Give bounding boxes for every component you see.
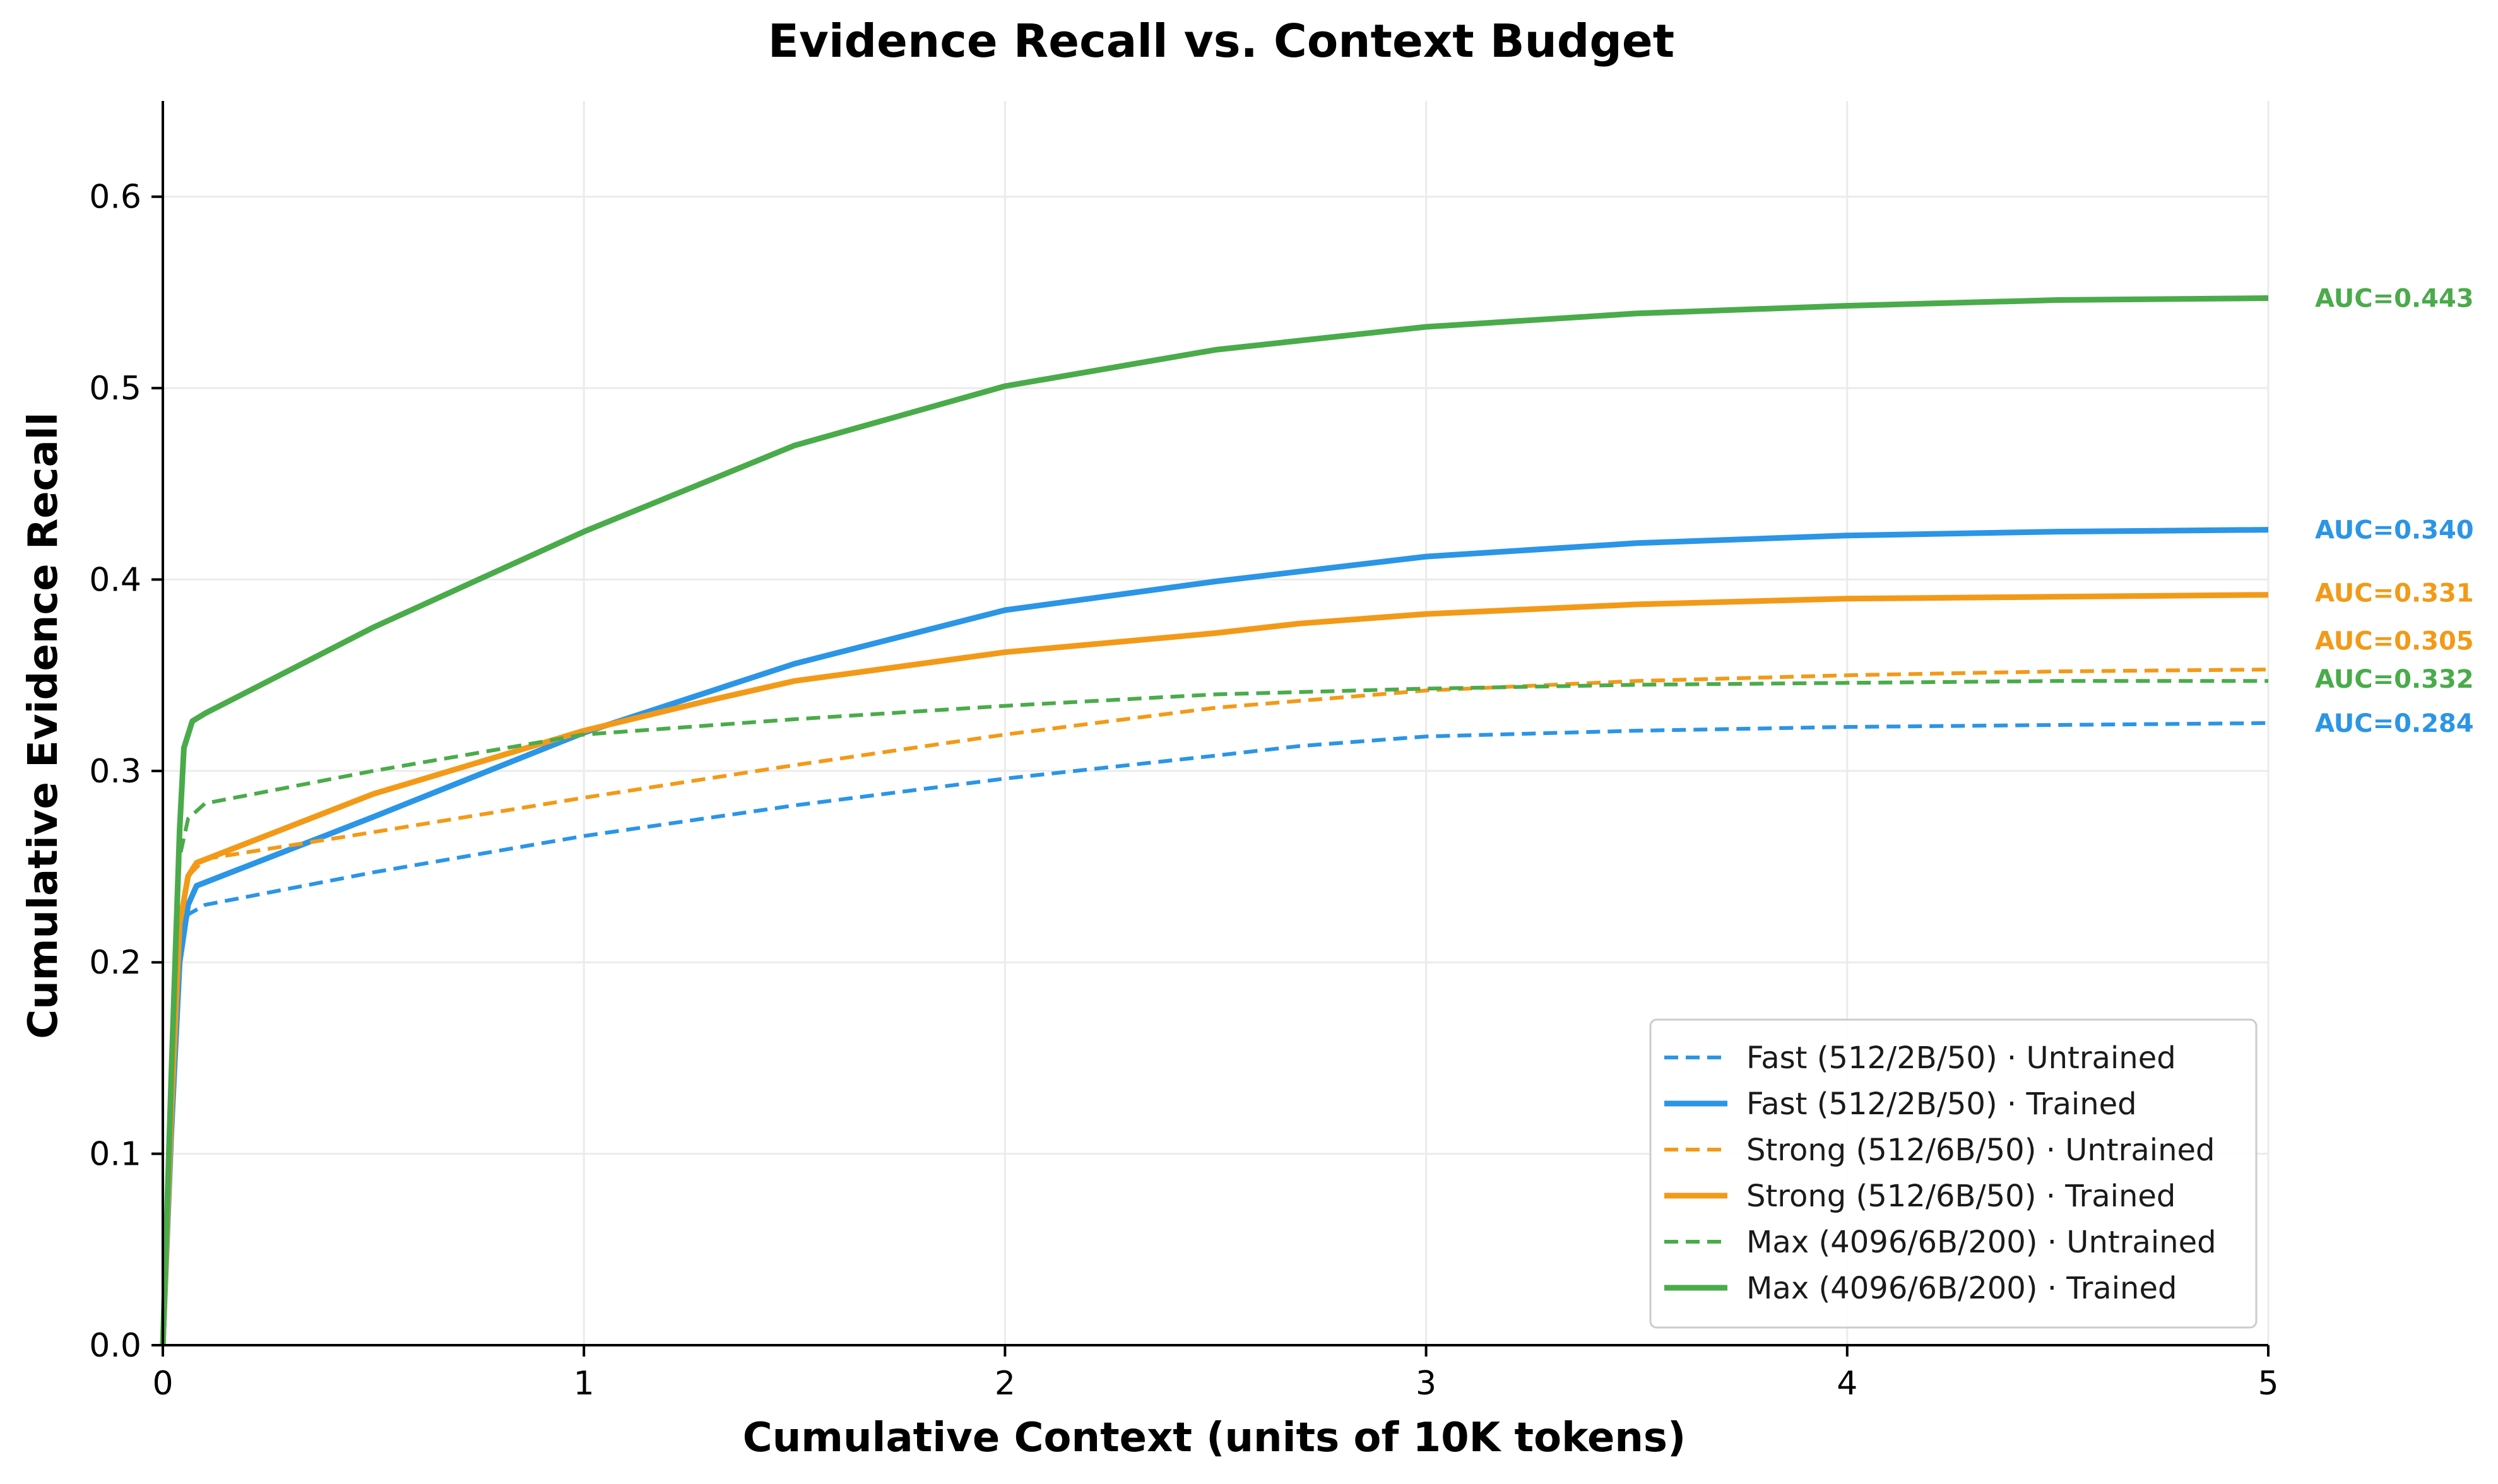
series-line-5 bbox=[160, 295, 2269, 1346]
y-tick-label: 0.0 bbox=[89, 1327, 141, 1365]
legend-entry: Strong (512/6B/50) · Trained bbox=[1746, 1179, 2175, 1214]
annotation-layer: AUC=0.443 AUC=0.340 AUC=0.331 AUC=0.305 AUC=… bbox=[2315, 284, 2474, 738]
x-tick-label: 3 bbox=[1416, 1365, 1436, 1403]
x-tick-label: 1 bbox=[574, 1365, 595, 1403]
x-tick-label: 2 bbox=[995, 1365, 1015, 1403]
y-tick-label: 0.2 bbox=[89, 944, 141, 982]
x-tick-label: 5 bbox=[2258, 1365, 2278, 1403]
auc-annotation: AUC=0.332 bbox=[2315, 665, 2474, 694]
auc-annotation: AUC=0.305 bbox=[2315, 627, 2474, 656]
legend-entry: Fast (512/2B/50) · Trained bbox=[1746, 1086, 2137, 1122]
y-tick-label: 0.3 bbox=[89, 753, 141, 791]
legend-layer: Fast (512/2B/50) · Untrained Fast (512/2B… bbox=[1649, 1018, 2258, 1329]
series-line-1 bbox=[160, 527, 2269, 1346]
x-tick-label: 4 bbox=[1837, 1365, 1857, 1403]
x-axis-label: Cumulative Context (units of 10K tokens) bbox=[743, 1415, 1686, 1461]
legend-box bbox=[1649, 1018, 2258, 1329]
legend-entry: Fast (512/2B/50) · Untrained bbox=[1746, 1040, 2176, 1076]
y-axis-label: Cumulative Evidence Recall bbox=[20, 412, 67, 1039]
series-line-4 bbox=[161, 679, 2268, 1346]
y-tick-label: 0.6 bbox=[89, 179, 141, 216]
grid-layer bbox=[163, 101, 2270, 1345]
auc-annotation: AUC=0.443 bbox=[2315, 284, 2474, 313]
legend-entry: Max (4096/6B/200) · Untrained bbox=[1746, 1225, 2217, 1260]
x-tick-label: 0 bbox=[152, 1365, 173, 1403]
auc-annotation: AUC=0.331 bbox=[2315, 579, 2474, 608]
legend-entry: Strong (512/6B/50) · Untrained bbox=[1746, 1133, 2215, 1168]
y-tick-label: 0.1 bbox=[89, 1136, 141, 1174]
legend-entry: Max (4096/6B/200) · Trained bbox=[1746, 1271, 2177, 1306]
ticks-layer: 0 1 2 3 4 5 0.0 0.1 0.2 0.3 0.4 0.5 0.6 bbox=[89, 179, 2278, 1403]
series-layer bbox=[160, 295, 2269, 1346]
chart-title: Evidence Recall vs. Context Budget bbox=[768, 15, 1674, 68]
auc-annotation: AUC=0.340 bbox=[2315, 516, 2474, 545]
auc-annotation: AUC=0.284 bbox=[2315, 709, 2474, 738]
series-line-3 bbox=[160, 592, 2269, 1346]
axes-layer bbox=[162, 101, 2268, 1346]
y-tick-label: 0.4 bbox=[89, 561, 141, 599]
y-tick-label: 0.5 bbox=[89, 370, 141, 408]
